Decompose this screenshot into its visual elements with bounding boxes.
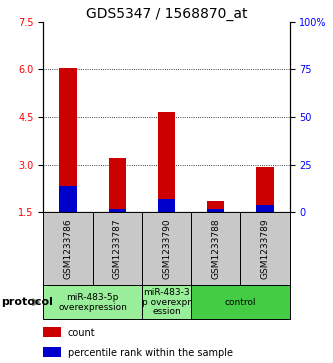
Bar bbox=[142, 285, 191, 319]
Text: miR-483-3
p overexpr
ession: miR-483-3 p overexpr ession bbox=[142, 288, 191, 317]
Text: protocol: protocol bbox=[1, 297, 53, 307]
Bar bbox=[43, 327, 61, 338]
Text: GSM1233787: GSM1233787 bbox=[113, 218, 122, 279]
Text: GSM1233788: GSM1233788 bbox=[211, 218, 220, 279]
Bar bbox=[43, 347, 61, 357]
Text: GSM1233790: GSM1233790 bbox=[162, 218, 171, 279]
Bar bbox=[109, 208, 126, 212]
Bar bbox=[109, 158, 126, 212]
Bar bbox=[191, 212, 240, 285]
Bar bbox=[191, 285, 290, 319]
Bar bbox=[93, 212, 142, 285]
Text: GSM1233789: GSM1233789 bbox=[260, 218, 270, 279]
Text: GSM1233786: GSM1233786 bbox=[63, 218, 73, 279]
Bar bbox=[158, 199, 175, 212]
Bar bbox=[256, 205, 274, 212]
Bar bbox=[256, 167, 274, 212]
Bar bbox=[158, 112, 175, 212]
Bar bbox=[207, 208, 224, 212]
Text: control: control bbox=[225, 298, 256, 307]
Bar bbox=[142, 212, 191, 285]
Text: miR-483-5p
overexpression: miR-483-5p overexpression bbox=[58, 293, 127, 311]
Bar bbox=[240, 212, 290, 285]
Text: percentile rank within the sample: percentile rank within the sample bbox=[68, 348, 233, 358]
Bar bbox=[43, 212, 93, 285]
Bar bbox=[59, 186, 77, 212]
Bar bbox=[207, 201, 224, 212]
Bar bbox=[43, 285, 142, 319]
Title: GDS5347 / 1568870_at: GDS5347 / 1568870_at bbox=[86, 7, 247, 21]
Text: count: count bbox=[68, 328, 96, 338]
Bar bbox=[59, 69, 77, 212]
